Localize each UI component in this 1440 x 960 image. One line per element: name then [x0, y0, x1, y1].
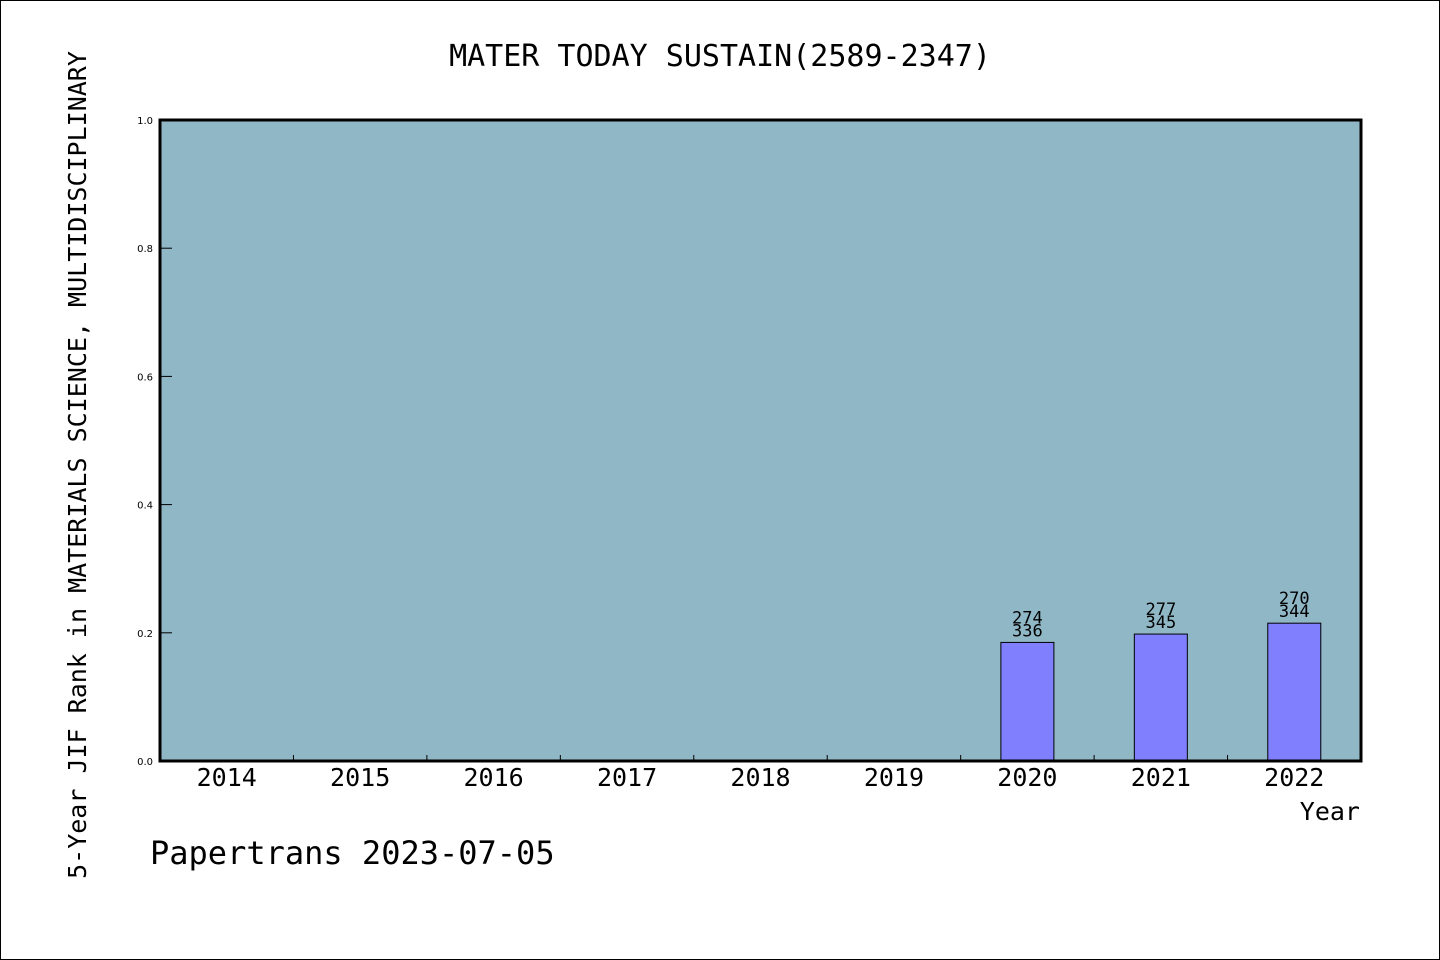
y-tick-label: 0.2 [137, 629, 153, 640]
y-tick-label: 0.6 [137, 372, 153, 383]
x-tick-label: 2016 [464, 763, 524, 792]
x-tick-label: 2021 [1131, 763, 1191, 792]
x-tick-label: 2014 [197, 763, 257, 792]
axis-labels: 0.0 0.2 0.4 0.6 0.8 1.0 2014 2015 2016 2017 2018 20… [137, 116, 1324, 792]
bar-label-rank: 270 [1279, 589, 1310, 609]
footer-credit: Papertrans 2023-07-05 [150, 834, 555, 872]
bar [1133, 633, 1188, 762]
y-tick-label: 0.8 [137, 244, 153, 255]
chart-title: MATER TODAY SUSTAIN(2589-2347) [449, 39, 991, 74]
x-tick-label: 2017 [597, 763, 657, 792]
y-tick-label: 0.0 [137, 757, 153, 768]
x-tick-label: 2019 [864, 763, 924, 792]
bar-label-total: 336 [1012, 621, 1043, 641]
plot-border [158, 118, 1363, 763]
bar-label-total: 345 [1145, 613, 1176, 633]
bar-label-rank: 277 [1145, 600, 1176, 620]
y-axis-label: 5-Year JIF Rank in MATERIALS SCIENCE, MU… [63, 51, 92, 879]
x-axis-label: Year [1300, 797, 1360, 826]
bar-label-rank: 274 [1012, 608, 1043, 628]
bar-label-total: 344 [1279, 602, 1310, 622]
bar [1000, 641, 1055, 762]
bars [1000, 622, 1322, 762]
x-tick-label: 2020 [997, 763, 1057, 792]
bar [1267, 622, 1322, 762]
y-tick-label: 0.4 [137, 501, 153, 512]
x-tick-label: 2018 [730, 763, 790, 792]
x-tick-label: 2015 [330, 763, 390, 792]
x-tick-label: 2022 [1264, 763, 1324, 792]
y-tick-label: 1.0 [137, 116, 153, 127]
